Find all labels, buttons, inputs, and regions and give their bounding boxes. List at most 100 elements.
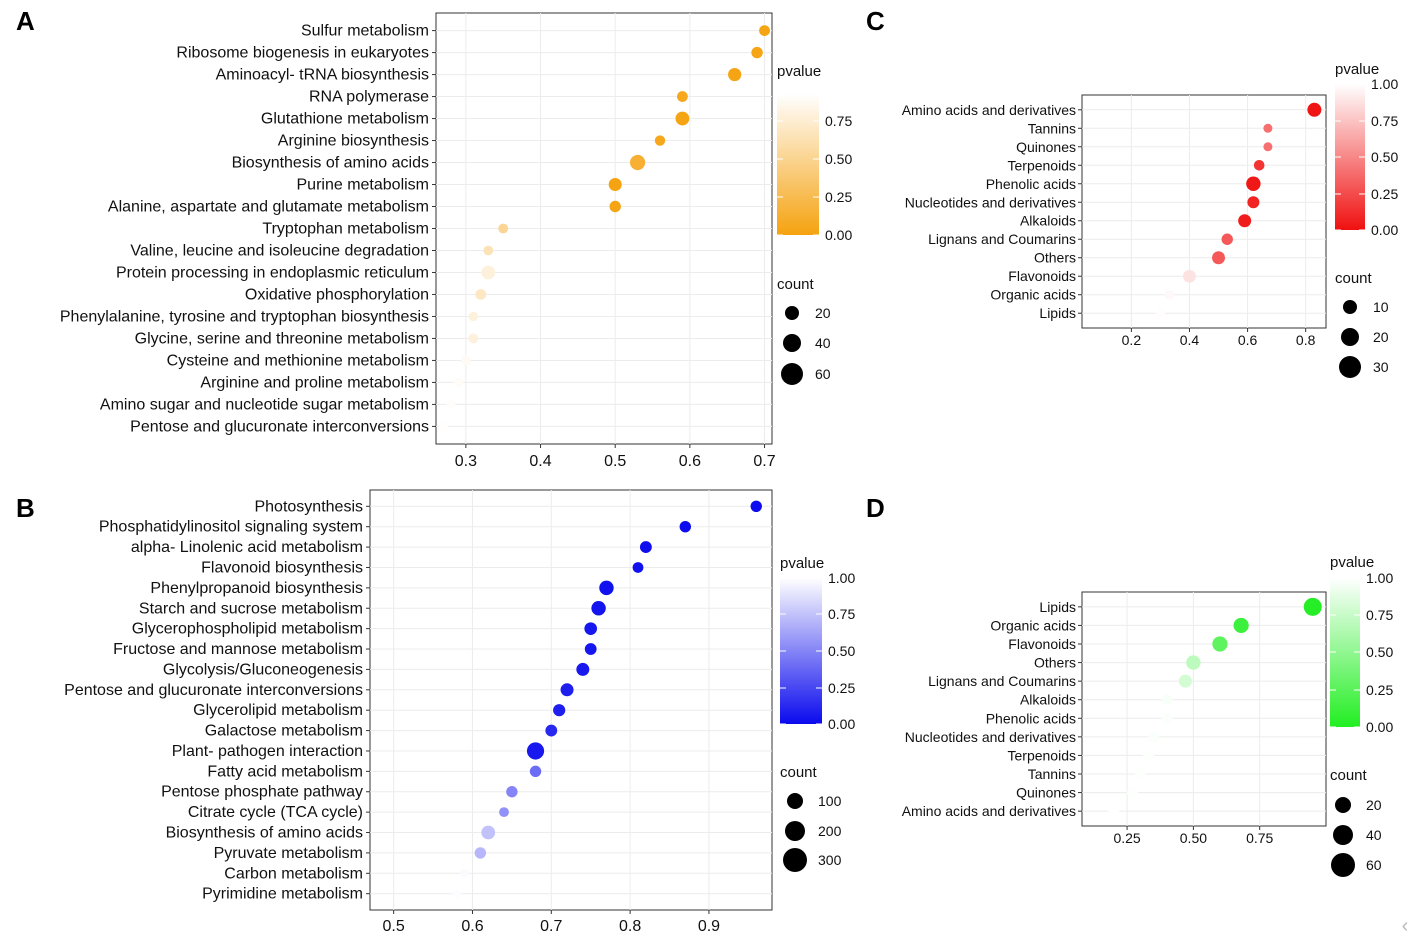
data-point xyxy=(654,135,666,146)
category-label: Glycerolipid metabolism xyxy=(193,702,363,719)
color-legend-label: 0.50 xyxy=(1366,644,1393,660)
category-label: Phosphatidylinositol signaling system xyxy=(99,519,363,536)
size-legend-dot xyxy=(785,821,805,841)
data-point xyxy=(584,622,598,635)
category-label: Lignans and Coumarins xyxy=(928,231,1076,247)
category-label: Quinones xyxy=(1016,785,1076,801)
category-label: Terpenoids xyxy=(1008,157,1077,173)
color-legend-label: 0.75 xyxy=(1366,607,1393,623)
plot-area xyxy=(1081,591,1327,827)
data-point xyxy=(639,541,652,553)
data-point xyxy=(599,580,614,596)
category-label: Alanine, aspartate and glutamate metabol… xyxy=(108,199,429,216)
color-legend-label: 0.75 xyxy=(825,113,852,129)
color-legend-label: 0.50 xyxy=(1371,149,1398,165)
category-label: Starch and sucrose metabolism xyxy=(139,600,363,617)
size-legend-dot xyxy=(783,848,807,872)
x-tick-label: 0.2 xyxy=(1122,332,1142,348)
size-legend-label: 20 xyxy=(815,305,831,321)
color-legend-title: pvalue xyxy=(1335,61,1379,78)
size-legend-label: 200 xyxy=(818,823,842,839)
color-legend-label: 0.50 xyxy=(828,643,855,659)
data-point xyxy=(483,245,494,256)
category-label: Oxidative phosphorylation xyxy=(245,286,429,303)
category-label: Flavonoids xyxy=(1008,268,1076,284)
category-label: Glycolysis/Gluconeogenesis xyxy=(163,661,363,678)
category-label: Tannins xyxy=(1028,120,1076,136)
data-point xyxy=(545,724,558,737)
category-label: Aminoacyl- tRNA biosynthesis xyxy=(216,67,429,84)
size-legend-label: 20 xyxy=(1366,797,1382,813)
data-point xyxy=(675,111,690,126)
corner-arrow-icon: ‹ xyxy=(1402,915,1409,937)
category-label: Nucleotides and derivatives xyxy=(905,729,1076,745)
data-point xyxy=(553,704,566,717)
data-point xyxy=(1263,123,1273,133)
x-tick-label: 0.6 xyxy=(1238,332,1258,348)
data-point xyxy=(1164,290,1174,300)
color-legend-label: 0.00 xyxy=(1366,719,1393,735)
data-point xyxy=(461,355,471,366)
color-bar xyxy=(780,578,822,724)
data-point xyxy=(632,562,644,573)
category-label: Fructose and mannose metabolism xyxy=(113,641,363,658)
category-label: Purine metabolism xyxy=(297,177,430,194)
color-legend-label: 1.00 xyxy=(1371,76,1398,92)
size-legend-dot xyxy=(1341,328,1359,346)
color-legend-label: 1.00 xyxy=(828,570,855,586)
data-point xyxy=(475,289,487,300)
data-point xyxy=(498,223,509,234)
size-legend-label: 30 xyxy=(1373,359,1389,375)
category-label: Organic acids xyxy=(990,287,1076,303)
data-point xyxy=(584,643,597,655)
size-legend-dot xyxy=(1331,853,1355,877)
color-legend-label: 0.00 xyxy=(1371,222,1398,238)
category-label: Phenolic acids xyxy=(986,710,1076,726)
color-legend-label: 0.25 xyxy=(828,680,855,696)
data-point xyxy=(1303,597,1322,616)
size-legend-label: 40 xyxy=(1366,827,1382,843)
data-point xyxy=(1142,750,1154,761)
data-point xyxy=(679,520,691,533)
category-label: Amino sugar and nucleotide sugar metabol… xyxy=(100,396,429,413)
size-legend-dot xyxy=(1343,300,1357,314)
size-legend-label: 300 xyxy=(818,852,842,868)
data-point xyxy=(1263,142,1273,152)
category-label: Pyruvate metabolism xyxy=(214,845,363,862)
data-point xyxy=(576,662,590,676)
data-point xyxy=(751,46,763,59)
data-point xyxy=(468,333,479,344)
x-tick-label: 0.8 xyxy=(619,918,641,935)
data-point xyxy=(1183,269,1196,283)
data-point xyxy=(1253,159,1265,171)
category-label: Lignans and Coumarins xyxy=(928,673,1076,689)
data-point xyxy=(1212,251,1226,265)
data-point xyxy=(474,847,487,859)
category-label: Amino acids and derivatives xyxy=(902,102,1076,118)
category-label: Citrate cycle (TCA cycle) xyxy=(188,804,363,821)
size-legend-dot xyxy=(1339,356,1361,378)
data-point xyxy=(453,377,464,388)
gridlines xyxy=(1082,592,1326,826)
size-legend-title: count xyxy=(1330,767,1368,784)
data-point xyxy=(759,25,770,36)
data-point xyxy=(506,786,518,798)
data-point xyxy=(1307,102,1322,117)
x-tick-label: 0.7 xyxy=(540,918,562,935)
category-label: Quinones xyxy=(1016,139,1076,155)
gridlines xyxy=(370,490,772,910)
x-tick-label: 0.4 xyxy=(1180,332,1200,348)
chart-panel-d: D Lipids Organic acids Flavonoids Others Lign… xyxy=(866,493,1393,877)
color-legend-label: 0.75 xyxy=(828,606,855,622)
size-legend-label: 40 xyxy=(815,335,831,351)
size-legend-label: 100 xyxy=(818,793,842,809)
size-legend-label: 10 xyxy=(1373,299,1389,315)
category-label: Flavonoid biosynthesis xyxy=(201,559,363,576)
data-point xyxy=(1233,617,1249,634)
category-label: Valine, leucine and isoleucine degradati… xyxy=(130,242,429,259)
x-tick-label: 0.8 xyxy=(1296,332,1316,348)
category-label: Glycine, serine and threonine metabolism xyxy=(135,330,429,347)
category-label: Glycerophospholipid metabolism xyxy=(132,621,363,638)
data-point xyxy=(1186,655,1201,670)
